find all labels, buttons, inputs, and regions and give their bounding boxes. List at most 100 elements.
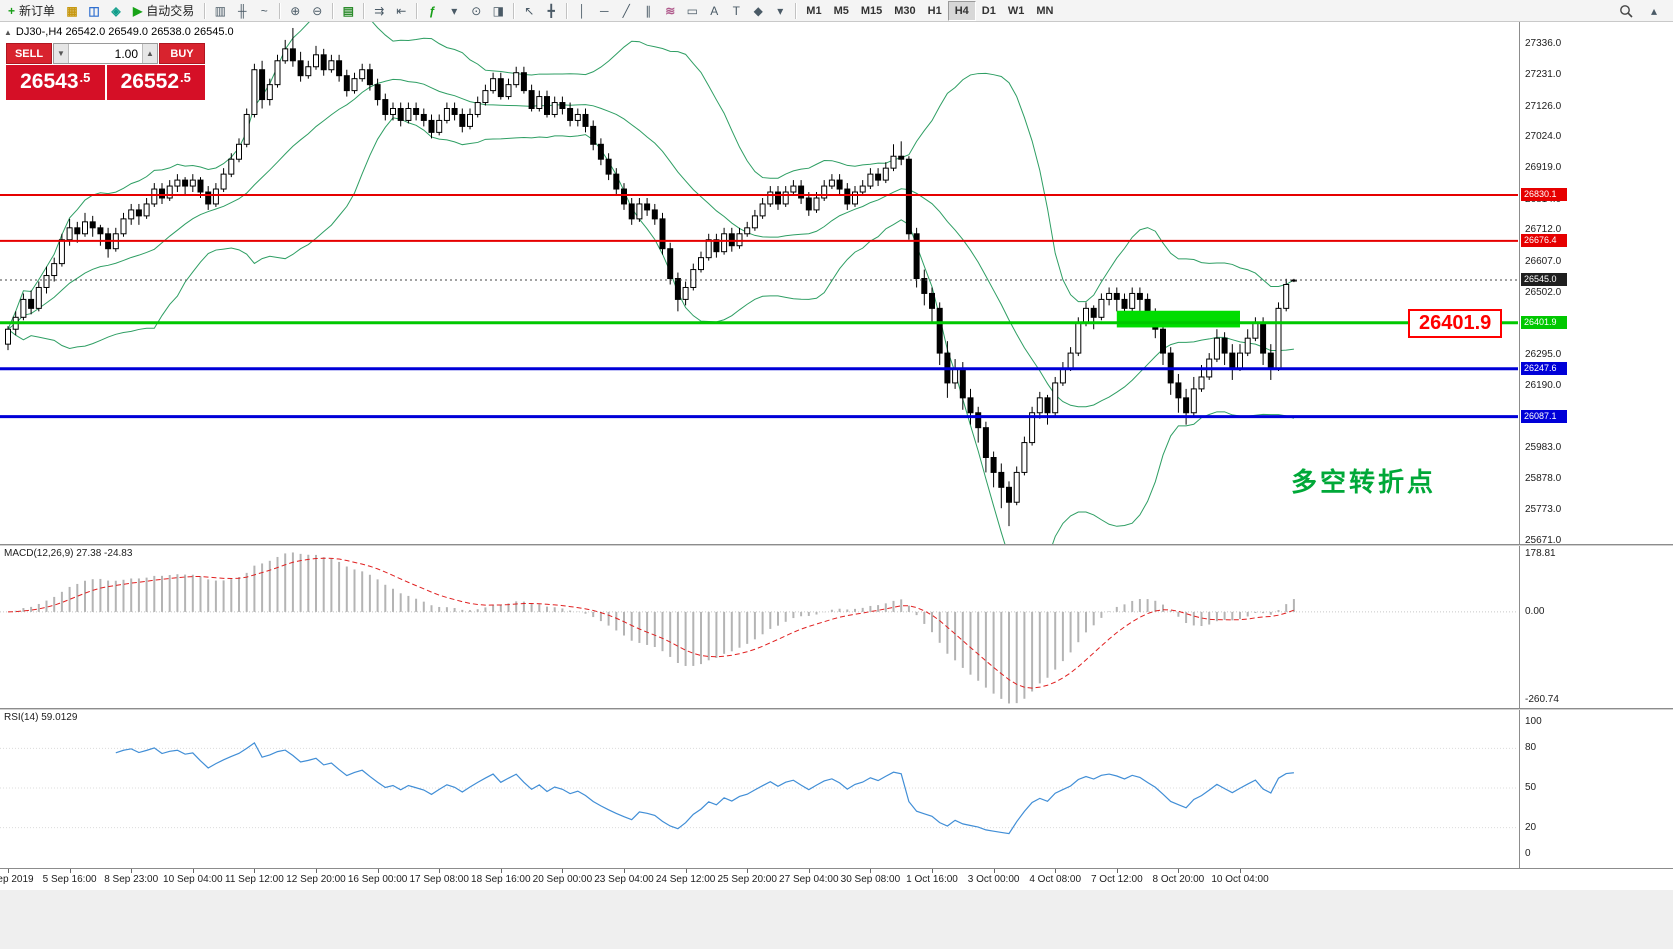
toolbar-text-label-button[interactable]: T (725, 1, 747, 21)
trendline-icon: ╱ (622, 3, 630, 18)
toolbar-profiles-button[interactable]: ◫ (83, 1, 105, 21)
time-axis-label: 11 Sep 12:00 (225, 874, 284, 885)
toolbar-separator (416, 2, 418, 19)
symbol-info: ▲ DJ30-,H4 26542.0 26549.0 26538.0 26545… (4, 26, 234, 38)
candlestick-chart-canvas[interactable] (0, 22, 1518, 544)
toolbar-crosshair-button[interactable]: ╋ (540, 1, 562, 21)
time-axis-label: 10 Oct 04:00 (1211, 874, 1269, 885)
search-button[interactable] (1615, 1, 1637, 21)
timeframe-M15-button[interactable]: M15 (860, 4, 883, 17)
macd-chart-canvas[interactable] (0, 546, 1518, 708)
pane-divider[interactable] (0, 708, 1673, 710)
time-axis-label: 27 Sep 04:00 (779, 874, 839, 885)
toolbar-fibonacci-retracement-button[interactable]: ≋ (659, 1, 681, 21)
price-callout-label[interactable]: 26401.9 (1408, 309, 1503, 338)
time-axis-label: 4 Oct 08:00 (1029, 874, 1082, 885)
drawn-rectangle[interactable] (1116, 310, 1240, 328)
time-axis-label: 25 Sep 20:00 (717, 874, 777, 885)
toolbar-zoom-out-button[interactable]: ⊖ (306, 1, 328, 21)
time-axis-label: 20 Sep 00:00 (532, 874, 593, 885)
toolbar-new-order-button[interactable]: + 新订单 (2, 1, 61, 21)
toolbar-indicators-dropdown-button[interactable]: ▾ (443, 1, 465, 21)
timeframe-D1-button[interactable]: D1 (981, 4, 996, 17)
timeframe-H1-button[interactable]: H1 (927, 4, 942, 17)
timeframe-M1-button[interactable]: M1 (806, 4, 822, 17)
time-axis-label: 24 Sep 12:00 (655, 874, 716, 885)
volume-increase-button[interactable]: ▲ (142, 44, 157, 63)
toolbar-separator (795, 2, 797, 19)
timeframe-W1-button[interactable]: W1 (1007, 4, 1025, 17)
price-axis[interactable]: 27336.027231.027126.027024.026919.026814… (1519, 22, 1673, 546)
one-click-panel-toggle-icon[interactable]: ▲ (4, 27, 12, 37)
expand-arrow-icon: ▴ (1650, 3, 1658, 18)
time-axis-tick (747, 869, 749, 873)
bollinger-upper-line (7, 22, 1295, 330)
toolbar-periods-button[interactable]: ⊙ (465, 1, 487, 21)
toolbar-arrows-button[interactable]: ◆ (747, 1, 769, 21)
volume-input[interactable] (69, 44, 142, 63)
toolbar-arrows-dropdown-button[interactable]: ▾ (769, 1, 791, 21)
price-axis-label: 80 (1525, 742, 1537, 754)
time-axis-tick (131, 869, 133, 873)
timeframe-M30-button[interactable]: M30 (894, 4, 916, 17)
toolbar-vertical-line-button[interactable]: │ (571, 1, 593, 21)
toolbar-scripts-button[interactable]: ◈ (105, 1, 127, 21)
toolbar-tile-windows-button[interactable]: ▤ (337, 1, 359, 21)
time-axis-tick (69, 869, 71, 873)
arrows-dropdown-icon: ▾ (777, 3, 784, 18)
pane-divider[interactable] (0, 544, 1673, 546)
rsi-chart-canvas[interactable] (0, 710, 1518, 868)
toolbar-shapes-button[interactable]: ▭ (681, 1, 703, 21)
toolbar-cursor-button[interactable]: ↖ (518, 1, 540, 21)
rsi-axis[interactable]: 100 80 50 20 0 (1519, 710, 1673, 868)
new-order-icon: + (8, 3, 16, 18)
time-axis-tick (1116, 869, 1118, 873)
zoom-in-icon: ⊕ (290, 3, 301, 18)
toolbar-horizontal-line-button[interactable]: ─ (593, 1, 615, 21)
sell-button[interactable]: SELL (6, 43, 52, 64)
time-axis[interactable]: 4 Sep 2019 5 Sep 16:00 8 Sep 23:00 10 Sep 0… (0, 868, 1673, 890)
timeframe-M5-button[interactable]: M5 (833, 4, 849, 17)
time-axis-label: 10 Sep 04:00 (163, 874, 223, 885)
toolbar-chart-shift-button[interactable]: ⇤ (390, 1, 412, 21)
toolbar-zoom-in-button[interactable]: ⊕ (284, 1, 306, 21)
toolbar-text-button[interactable]: A (703, 1, 725, 21)
toolbar-equidistant-channel-button[interactable]: ∥ (637, 1, 659, 21)
sell-price-display[interactable]: 26543 .5 (6, 65, 105, 100)
macd-axis[interactable]: 178.81 0.00 -260.74 (1519, 546, 1673, 708)
chart-annotation-text[interactable]: 多空转折点 (1291, 467, 1437, 497)
toolbar-line-chart-button[interactable]: ~ (253, 1, 275, 21)
time-axis-tick (624, 869, 625, 873)
price-axis-tag: 26545.0 (1521, 273, 1567, 287)
toolbar-auto-trading-button[interactable]: ▶ 自动交易 (127, 1, 200, 21)
price-axis-label: 26919.0 (1525, 162, 1562, 174)
buy-button[interactable]: BUY (159, 43, 205, 64)
toolbar-expand-button[interactable]: ▴ (1643, 1, 1665, 21)
time-axis-tick (8, 869, 9, 873)
time-axis-tick (808, 869, 810, 873)
time-axis-label: 8 Oct 20:00 (1152, 874, 1205, 885)
price-axis-label: 26295.0 (1525, 348, 1562, 360)
toolbar-templates-button[interactable]: ◨ (487, 1, 509, 21)
time-axis-label: 4 Sep 2019 (0, 874, 34, 885)
bar-chart-icon: ▥ (214, 3, 226, 18)
toolbar-separator (332, 2, 334, 19)
toolbar-separator (513, 2, 515, 19)
toolbar-indicators-button[interactable]: ƒ (421, 1, 443, 21)
toolbar-bar-chart-button[interactable]: ▥ (209, 1, 231, 21)
buy-price-main: 26552 (120, 70, 180, 93)
timeframe-H4-button[interactable]: H4 (947, 0, 976, 21)
toolbar-trendline-button[interactable]: ╱ (615, 1, 637, 21)
window-filler (0, 890, 1673, 949)
toolbar-chart-window-button[interactable]: ▦ (61, 1, 83, 21)
crosshair-icon: ╋ (547, 3, 555, 18)
candlestick-chart-icon: ╫ (238, 3, 247, 18)
toolbar-candlestick-chart-button[interactable]: ╫ (231, 1, 253, 21)
rsi-indicator-label: RSI(14) 59.0129 (4, 712, 78, 723)
volume-decrease-button[interactable]: ▼ (54, 44, 69, 63)
buy-price-display[interactable]: 26552 .5 (106, 65, 205, 100)
sell-price-frac: .5 (79, 70, 91, 85)
toolbar-auto-scroll-button[interactable]: ⇉ (368, 1, 390, 21)
timeframe-MN-button[interactable]: MN (1036, 4, 1054, 17)
